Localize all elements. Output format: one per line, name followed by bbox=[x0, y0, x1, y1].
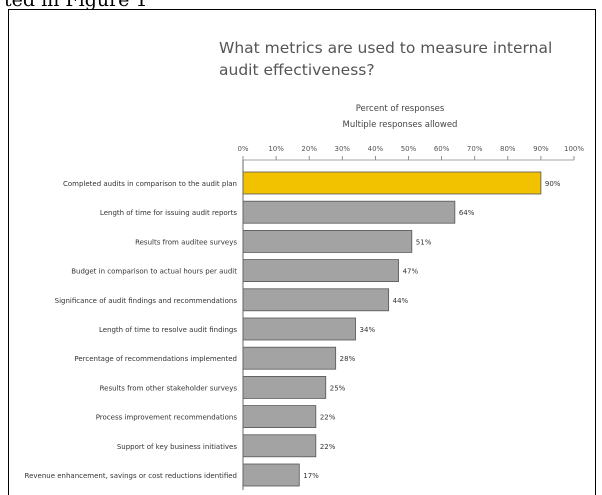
bar bbox=[242, 434, 317, 458]
category-label: Support of key business initiatives bbox=[117, 443, 238, 451]
bar bbox=[242, 463, 300, 487]
category-label: Results from other stakeholder surveys bbox=[100, 384, 238, 392]
category-label: Budget in comparison to actual hours per… bbox=[71, 268, 237, 276]
category-label: Percentage of recommendations implemente… bbox=[74, 355, 237, 363]
category-label: Significance of audit findings and recom… bbox=[55, 297, 238, 305]
x-tick-label: 40% bbox=[368, 145, 384, 153]
chart-subtitle-line-2: Multiple responses allowed bbox=[342, 120, 458, 130]
category-label: Process improvement recommendations bbox=[96, 414, 238, 422]
x-tick-label: 20% bbox=[301, 145, 317, 153]
bar bbox=[242, 200, 456, 224]
bar bbox=[242, 288, 390, 312]
bar bbox=[242, 346, 337, 370]
data-label: 22% bbox=[320, 443, 336, 451]
data-label: 64% bbox=[459, 209, 475, 217]
data-label: 34% bbox=[360, 326, 376, 334]
caption-fragment: ted in Figure 1 bbox=[4, 0, 148, 11]
category-label: Length of time for issuing audit reports bbox=[100, 209, 237, 217]
data-label: 44% bbox=[393, 297, 409, 305]
chart-title: What metrics are used to measure interna… bbox=[219, 39, 553, 79]
data-label: 51% bbox=[416, 238, 432, 246]
x-tick-label: 100% bbox=[564, 145, 584, 153]
data-label: 22% bbox=[320, 414, 336, 422]
chart-subtitle-line-1: Percent of responses bbox=[355, 104, 445, 114]
x-tick-label: 50% bbox=[401, 145, 417, 153]
data-label: 90% bbox=[545, 180, 561, 188]
bar bbox=[242, 375, 327, 399]
x-tick-label: 30% bbox=[335, 145, 351, 153]
data-label: 28% bbox=[340, 355, 356, 363]
bar bbox=[242, 229, 413, 253]
x-tick-label: 10% bbox=[268, 145, 284, 153]
category-label: Revenue enhancement, savings or cost red… bbox=[25, 472, 237, 480]
x-tick-label: 90% bbox=[533, 145, 549, 153]
bar bbox=[242, 405, 317, 429]
x-tick-label: 70% bbox=[467, 145, 483, 153]
x-tick-label: 80% bbox=[500, 145, 516, 153]
x-tick-label: 60% bbox=[434, 145, 450, 153]
category-label: Length of time to resolve audit findings bbox=[99, 326, 237, 334]
bar bbox=[242, 171, 542, 195]
category-label: Results from auditee surveys bbox=[135, 238, 237, 246]
category-label: Completed audits in comparison to the au… bbox=[63, 180, 237, 188]
data-label: 47% bbox=[403, 268, 419, 276]
bar bbox=[242, 259, 399, 283]
bar bbox=[242, 317, 356, 341]
data-label: 25% bbox=[330, 384, 346, 392]
x-tick-label: 0% bbox=[237, 145, 248, 153]
data-label: 17% bbox=[303, 472, 319, 480]
